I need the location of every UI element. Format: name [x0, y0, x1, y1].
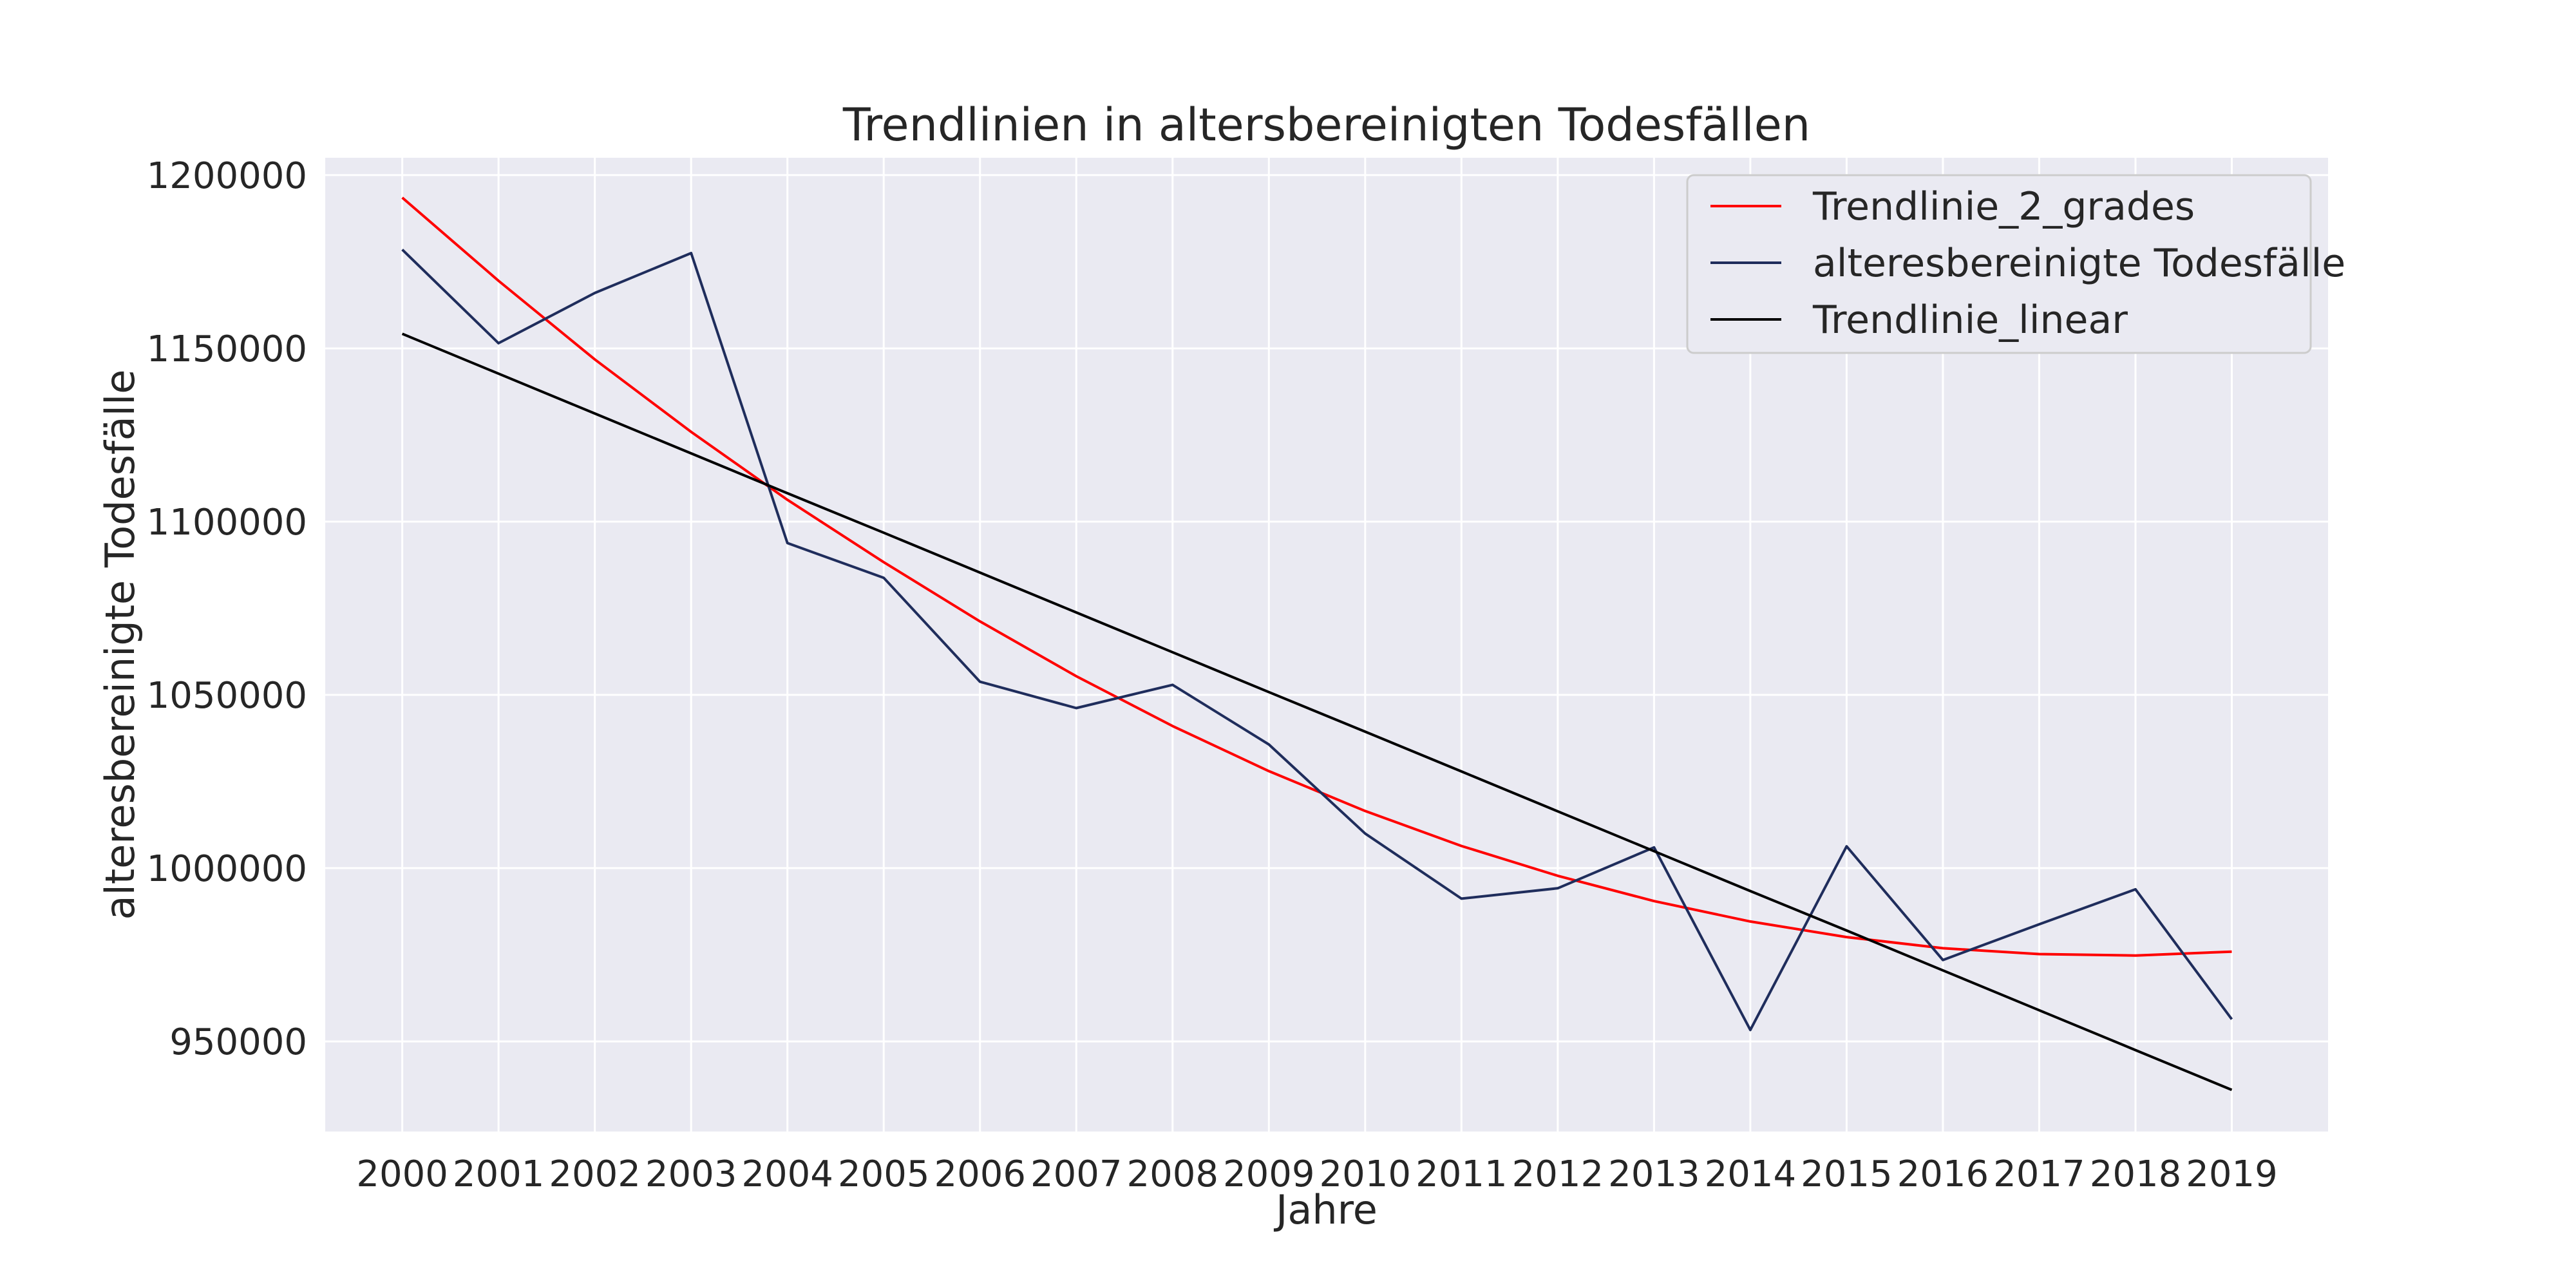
x-tick-label: 2003 — [645, 1153, 737, 1195]
x-tick-label: 2005 — [838, 1153, 930, 1195]
series-group — [401, 196, 2233, 1092]
x-tick-label: 2007 — [1030, 1153, 1122, 1195]
x-tick-label: 2011 — [1416, 1153, 1508, 1195]
legend: Trendlinie_2_grades alteresbereinigte Tod… — [1686, 174, 2345, 354]
x-tick-label: 2008 — [1127, 1153, 1219, 1195]
x-tick-label: 2009 — [1223, 1153, 1315, 1195]
legend-label: alteresbereinigte Todesfälle — [1813, 241, 2345, 286]
y-tick-label: 1100000 — [147, 502, 307, 544]
x-tick-label: 2001 — [453, 1153, 545, 1195]
x-tick-label: 2016 — [1897, 1153, 1989, 1195]
x-axis-label: Jahre — [1273, 1186, 1378, 1233]
x-tick-label: 2004 — [741, 1153, 833, 1195]
legend-label: Trendlinie_linear — [1812, 298, 2128, 343]
x-tick-label: 2000 — [356, 1153, 448, 1195]
y-tick-labels: 950000 1000000 1050000 1100000 1150000 120000… — [147, 155, 307, 1063]
legend-label: Trendlinie_2_grades — [1812, 184, 2195, 229]
x-tick-label: 2017 — [1993, 1153, 2085, 1195]
series-line-2 — [401, 249, 2233, 1032]
x-tick-label: 2006 — [934, 1153, 1026, 1195]
series-line-3 — [401, 332, 2233, 1092]
y-tick-label: 1000000 — [147, 848, 307, 890]
y-tick-label: 1050000 — [147, 675, 307, 717]
x-tick-label: 2010 — [1320, 1153, 1412, 1195]
x-tick-label: 2014 — [1705, 1153, 1797, 1195]
y-tick-label: 1150000 — [147, 328, 307, 370]
legend-box — [1686, 174, 2312, 354]
y-axis-label: alteresbereinigte Todesfälle — [97, 370, 144, 920]
series-line-1 — [401, 196, 2232, 957]
x-tick-label: 2013 — [1608, 1153, 1700, 1195]
y-tick-label: 950000 — [169, 1021, 307, 1063]
x-tick-label: 2012 — [1512, 1153, 1604, 1195]
x-tick-label: 2002 — [549, 1153, 641, 1195]
x-tick-label: 2019 — [2186, 1153, 2278, 1195]
chart-title: Trendlinien in altersbereinigten Todesfä… — [842, 99, 1810, 151]
x-tick-label: 2015 — [1801, 1153, 1893, 1195]
x-tick-labels: 2000 2001 2002 2003 2004 2005 2006 2007 2008 2009… — [356, 1153, 2277, 1195]
x-tick-label: 2018 — [2090, 1153, 2182, 1195]
y-tick-label: 1200000 — [147, 155, 307, 197]
